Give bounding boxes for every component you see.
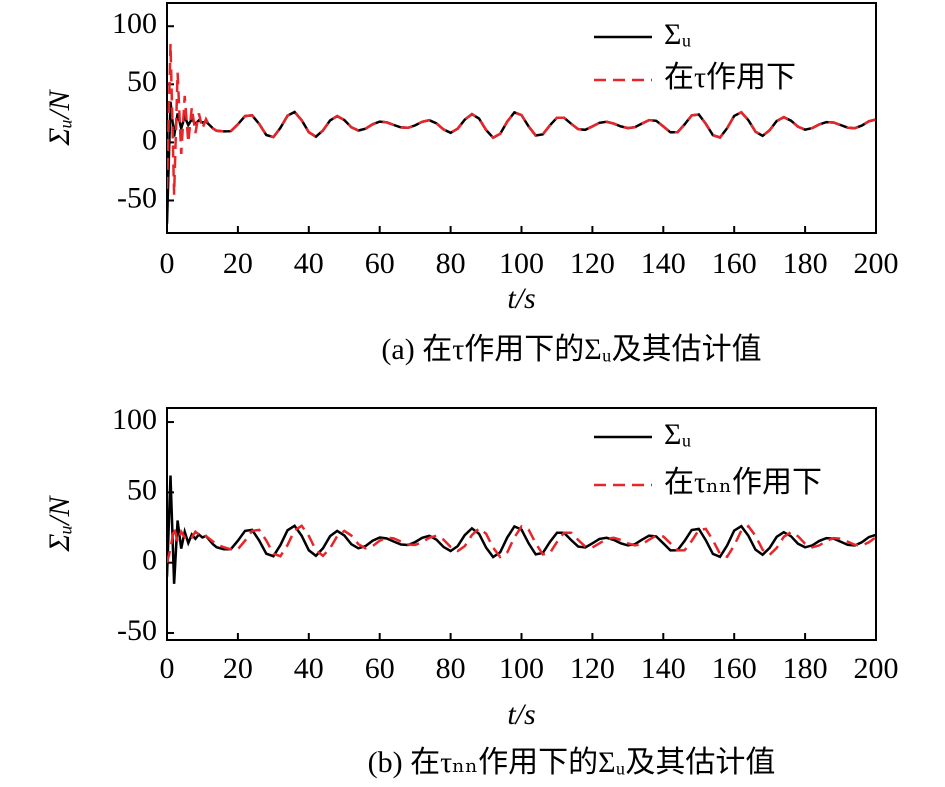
data-line xyxy=(167,43,876,195)
x-tick-label: 60 xyxy=(365,247,395,280)
y-tick-label: -50 xyxy=(117,614,157,647)
y-tick-label: 100 xyxy=(112,7,157,40)
x-tick-label: 180 xyxy=(783,247,828,280)
x-tick-label: 20 xyxy=(223,247,253,280)
y-axis-label: Σᵤ/N xyxy=(43,495,76,553)
x-tick-label: 180 xyxy=(783,652,828,685)
x-tick-label: 140 xyxy=(641,652,686,685)
chart-title: (a) 在τ作用下的Σᵤ及其估计值 xyxy=(381,333,761,366)
data-line xyxy=(167,101,876,224)
x-tick-label: 100 xyxy=(499,652,544,685)
y-tick-label: 100 xyxy=(112,403,157,436)
x-tick-label: 80 xyxy=(436,652,466,685)
x-tick-label: 120 xyxy=(570,652,615,685)
x-axis-label: t/s xyxy=(507,698,535,731)
x-tick-label: 160 xyxy=(712,652,757,685)
legend-label: 在τₙₙ作用下 xyxy=(664,466,822,499)
legend-label: 在τ作用下 xyxy=(664,61,796,94)
x-tick-label: 60 xyxy=(365,652,395,685)
x-tick-label: 40 xyxy=(294,652,324,685)
data-line xyxy=(167,475,876,584)
x-axis-label: t/s xyxy=(507,282,535,315)
plot-frame xyxy=(166,2,877,234)
y-tick-label: 0 xyxy=(142,544,157,577)
x-tick-label: 80 xyxy=(436,247,466,280)
y-tick-label: 0 xyxy=(142,123,157,156)
x-tick-label: 140 xyxy=(641,247,686,280)
chart-title: (b) 在τₙₙ作用下的Σᵤ及其估计值 xyxy=(368,746,776,779)
y-axis-label: Σᵤ/N xyxy=(43,89,76,147)
chart-panel: 0 20 40 60 80 100 120 140 160 180 200-50050100t/sΣ… xyxy=(43,403,899,779)
chart-panel: 0 20 40 60 80 100 120 140 160 180 200-50050100t/sΣ… xyxy=(43,2,899,366)
legend-label: Σᵤ xyxy=(664,418,691,451)
x-tick-label: 200 xyxy=(854,652,899,685)
x-tick-label: 20 xyxy=(223,652,253,685)
x-tick-label: 160 xyxy=(712,247,757,280)
plot-frame xyxy=(166,407,877,641)
x-tick-label: 40 xyxy=(294,247,324,280)
x-tick-label: 0 xyxy=(160,652,175,685)
y-tick-label: 50 xyxy=(127,65,157,98)
y-tick-label: -50 xyxy=(117,181,157,214)
x-tick-label: 120 xyxy=(570,247,615,280)
data-line xyxy=(167,524,876,564)
legend-label: Σᵤ xyxy=(664,18,691,51)
x-tick-label: 100 xyxy=(499,247,544,280)
x-tick-label: 200 xyxy=(854,247,899,280)
y-tick-label: 50 xyxy=(127,473,157,506)
x-tick-label: 0 xyxy=(160,247,175,280)
